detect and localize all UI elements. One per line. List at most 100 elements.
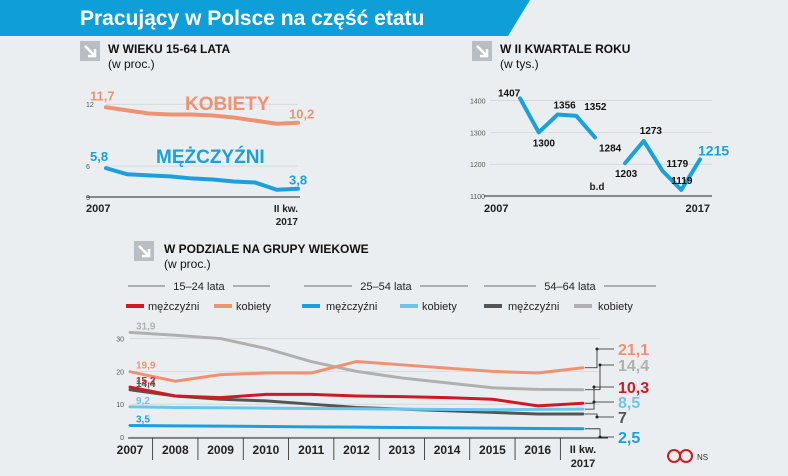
panel-1-subtitle: (w proc.)	[108, 57, 155, 71]
point-label: 1407	[498, 88, 521, 99]
start-value-label: 3,5	[136, 415, 150, 426]
leader-dot	[592, 400, 596, 404]
arrow-icon-panel-3	[134, 241, 154, 261]
y-tick-label: 1200	[470, 162, 486, 169]
panel-2-title: W II KWARTALE ROKU	[500, 42, 630, 56]
series-name-label: KOBIETY	[185, 94, 270, 115]
legend-group-label: 25–54 lata	[360, 281, 412, 293]
point-label: 1356	[554, 101, 577, 112]
x-tick-label: 2011	[298, 443, 324, 457]
series-line	[518, 96, 597, 140]
x-tick-label: 2007	[86, 203, 110, 215]
data-label: 11,7	[90, 88, 115, 103]
end-value-label: 2,5	[618, 430, 640, 447]
panel-3-subtitle: (w proc.)	[164, 257, 211, 271]
point-label: 1352	[584, 102, 607, 113]
legend-label: kobiety	[422, 301, 457, 313]
chart-age-groups: 15–24 lata 25–54 lata 54–64 lata mężczyźni k…	[116, 281, 656, 470]
data-label: 5,8	[90, 149, 108, 164]
start-value-label: 31,9	[136, 321, 156, 332]
series-line	[104, 105, 300, 126]
leader-line	[585, 401, 614, 410]
end-value-label: 14,4	[618, 358, 649, 375]
series-line	[104, 166, 300, 192]
x-tick-label: 2008	[162, 443, 189, 457]
credit-text: NS	[697, 453, 708, 462]
panel-1-title: W WIEKU 15-64 LATA	[108, 42, 231, 56]
y-tick-label: 1400	[470, 99, 486, 106]
y-tick-label: 20	[116, 369, 124, 376]
point-label: 1300	[533, 138, 556, 149]
series-line	[128, 424, 585, 431]
x-tick-label: 2016	[524, 443, 551, 457]
legend-label: kobiety	[598, 301, 633, 313]
arrow-icon-panel-2	[472, 41, 492, 61]
leader-dot	[595, 415, 599, 419]
leader-dot	[592, 385, 596, 389]
leader-line	[585, 428, 614, 438]
x-tick-label: 2015	[479, 443, 506, 457]
point-label: 1215	[698, 142, 729, 158]
y-tick-label: 0	[120, 435, 124, 442]
point-label: 1273	[640, 126, 663, 137]
point-label: 1119	[671, 176, 693, 187]
point-label: 1203	[615, 169, 638, 180]
legend-group-label: 54–64 lata	[544, 281, 596, 293]
series-line	[623, 138, 702, 192]
legend-label: mężczyźni	[148, 301, 199, 313]
x-tick-label: 2007	[484, 203, 508, 215]
leader-line	[585, 348, 614, 369]
series-line	[128, 330, 585, 392]
leader-line	[585, 413, 614, 418]
legend-group-label: 15–24 lata	[173, 281, 225, 293]
header-banner: Pracujący w Polsce na część etatu	[0, 0, 530, 36]
series-line	[128, 405, 585, 412]
point-label: 1179	[667, 159, 689, 170]
cc-icon	[667, 449, 681, 463]
gap-label: b.d	[590, 182, 605, 193]
end-value-label: 7	[618, 410, 627, 427]
start-value-label: 9,2	[136, 396, 150, 407]
x-tick-label: 2017	[571, 458, 595, 470]
x-tick-label: II kw.	[570, 444, 597, 456]
y-tick-label: 6	[86, 164, 90, 171]
leader-dot	[598, 363, 602, 367]
start-value-label: 14,4	[136, 379, 156, 390]
panel-3-title: W PODZIALE NA GRUPY WIEKOWE	[164, 242, 369, 256]
x-tick-label: 2017	[686, 203, 710, 215]
page-title: Pracujący w Polsce na część etatu	[80, 7, 424, 30]
x-tick-label: 2007	[117, 443, 144, 457]
legend-label: mężczyźni	[326, 301, 377, 313]
start-value-label: 15,2	[136, 376, 156, 387]
y-tick-label: 3	[86, 195, 90, 202]
leader-dot	[595, 347, 599, 351]
data-label: 10,2	[289, 107, 314, 122]
point-label: 1284	[599, 143, 622, 154]
y-tick-label: 10	[116, 402, 124, 409]
footer: NS	[667, 449, 708, 463]
x-tick-label: 2014	[434, 443, 461, 457]
leader-line	[585, 386, 614, 404]
series-name-label: MĘŻCZYŹNI	[156, 146, 265, 168]
x-tick-label: 2017	[276, 217, 299, 228]
x-tick-label: 2012	[343, 443, 370, 457]
x-tick-label: 2010	[253, 443, 280, 457]
x-tick-label: 2009	[207, 443, 234, 457]
by-icon	[679, 449, 693, 463]
panel-2-subtitle: (w tys.)	[500, 57, 539, 71]
y-tick-label: 12	[86, 102, 94, 109]
legend-label: mężczyźni	[508, 301, 559, 313]
x-tick-label: II kw.	[274, 204, 298, 215]
leader-dot	[598, 435, 602, 439]
series-line	[128, 385, 585, 408]
y-tick-label: 1300	[470, 130, 486, 137]
end-value-label: 10,3	[618, 380, 649, 397]
leader-line	[585, 364, 614, 391]
chart-q2: 1400 1300 1200 1100 2007 2017 b.d 1407 1300 1356 1…	[470, 88, 729, 215]
data-label: 3,8	[289, 173, 307, 188]
arrow-icon-panel-1	[80, 41, 100, 61]
end-value-label: 8,5	[618, 395, 640, 412]
y-tick-label: 1100	[470, 194, 485, 201]
